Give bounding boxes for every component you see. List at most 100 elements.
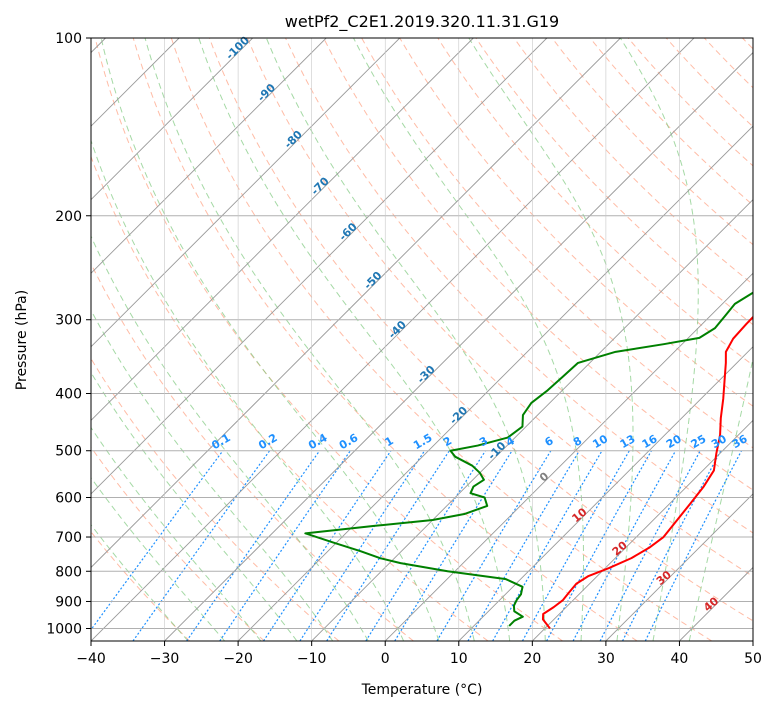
dry-adiabat-line [91, 357, 340, 641]
isotherm-line [458, 346, 753, 641]
isotherm-line [91, 38, 253, 201]
isotherm-labels: -100-90-80-70-60-50-40-30-20-10 [223, 33, 508, 462]
y-tick-label: 200 [55, 209, 82, 225]
mixing-ratio-label: 10 [590, 432, 610, 451]
isotherm-label: -40 [386, 318, 409, 341]
mixing-ratio-line [326, 450, 450, 641]
x-axis: −40 −30 −20 −10 0 10 20 30 40 50 [76, 641, 762, 667]
isotherm-label: -60 [336, 220, 359, 243]
moist-adiabat-line [91, 139, 405, 641]
dry-adiabat-label: 20 [610, 538, 630, 558]
dry-adiabat-line [703, 38, 753, 89]
dry-adiabat-line [91, 262, 414, 641]
isotherm-line [91, 38, 474, 421]
x-tick-label: 30 [597, 651, 615, 667]
moist-adiabat-line [91, 309, 334, 641]
mixing-ratio-label: 8 [571, 434, 584, 449]
isotherm-label: -50 [361, 269, 384, 292]
y-tick-label: 1000 [46, 621, 82, 637]
dry-adiabat-line [513, 38, 753, 286]
moist-adiabat-line [265, 38, 546, 641]
mixing-ratio-line [186, 450, 321, 641]
mixing-ratio-line [521, 450, 630, 641]
mixing-ratio-label: 0.1 [209, 431, 232, 452]
y-tick-label: 700 [55, 530, 82, 546]
mixing-ratio-line [365, 450, 487, 641]
isotherm-label: -90 [255, 81, 278, 104]
moist-adiabat-line [468, 38, 634, 641]
y-tick-label: 100 [55, 31, 82, 47]
isotherm-line [91, 38, 401, 348]
dry-adiabat-line [323, 38, 753, 491]
mixing-ratio-line [467, 450, 580, 641]
dry-adiabat-line [208, 38, 753, 622]
moist-adiabats [91, 38, 753, 641]
x-tick-label: 20 [523, 651, 541, 667]
x-tick-label: 50 [744, 651, 762, 667]
isotherm-line [164, 51, 753, 641]
dry-adiabat-line [132, 38, 638, 641]
x-axis-label: Temperature (°C) [361, 682, 483, 698]
mixing-ratio-lines [91, 450, 743, 641]
temperature-profile [541, 315, 753, 630]
mixing-ratio-line [546, 450, 652, 641]
x-tick-label: −10 [297, 651, 327, 667]
isotherm-line [91, 38, 548, 495]
y-tick-label: 400 [55, 387, 82, 403]
x-tick-label: 10 [450, 651, 468, 667]
moist-adiabat-line [91, 235, 369, 641]
dry-adiabat-line [742, 38, 753, 50]
mixing-ratio-line [263, 450, 392, 641]
mixing-ratio-line [91, 450, 224, 631]
dry-adiabat-line [665, 38, 753, 128]
profiles [304, 291, 753, 630]
temperature-gridlines [91, 38, 753, 641]
isotherm-label: -20 [447, 404, 470, 427]
isotherm-label: -80 [282, 128, 305, 151]
mixing-ratio-label: 30 [709, 432, 729, 451]
mixing-ratio-line [644, 450, 743, 641]
mixing-ratio-line [394, 450, 513, 641]
isotherm-line [237, 125, 753, 641]
plot-frame [90, 37, 754, 642]
dry-adiabats [91, 38, 753, 641]
mixing-ratio-line [299, 450, 426, 641]
mixing-ratio-line [572, 450, 677, 641]
dry-adiabat-line [285, 38, 753, 534]
mixing-ratio-label: 2 [441, 434, 454, 449]
mixing-ratio-line [219, 450, 351, 641]
dry-adiabat-line [246, 38, 753, 578]
moist-adiabat-line [198, 38, 511, 641]
dry-adiabat-label: 10 [569, 505, 589, 525]
moist-adiabat-line [91, 476, 226, 641]
pressure-gridlines [91, 38, 753, 629]
isotherm-line [311, 199, 753, 641]
dry-adiabat-line [437, 38, 753, 366]
isotherms [91, 38, 753, 641]
plot-area [91, 38, 753, 641]
dry-adiabat-line [91, 446, 265, 641]
moist-adiabat-line [144, 38, 475, 641]
moist-adiabat-line [91, 371, 298, 641]
dry-adiabat-line [94, 38, 563, 641]
isotherm-line [605, 493, 753, 641]
mixing-ratio-label: 1.5 [411, 431, 434, 452]
y-tick-label: 500 [55, 444, 82, 460]
isotherm-line [752, 640, 753, 641]
y-tick-label: 900 [55, 594, 82, 610]
dry-adiabat-line [170, 38, 713, 641]
isotherm-line [91, 38, 327, 274]
x-tick-label: 40 [671, 651, 689, 667]
dry-adiabat-line [551, 38, 753, 246]
moist-adiabat-line [100, 38, 440, 641]
mixing-ratio-label: 20 [664, 432, 684, 451]
y-tick-label: 600 [55, 490, 82, 506]
y-axis-label: Pressure (hPa) [14, 290, 30, 390]
isotherm-line [532, 419, 753, 641]
mixing-ratio-line [599, 450, 701, 641]
mixing-ratio-label: 36 [730, 432, 750, 451]
dewpoint-profile [304, 291, 753, 627]
x-tick-label: −30 [150, 651, 180, 667]
